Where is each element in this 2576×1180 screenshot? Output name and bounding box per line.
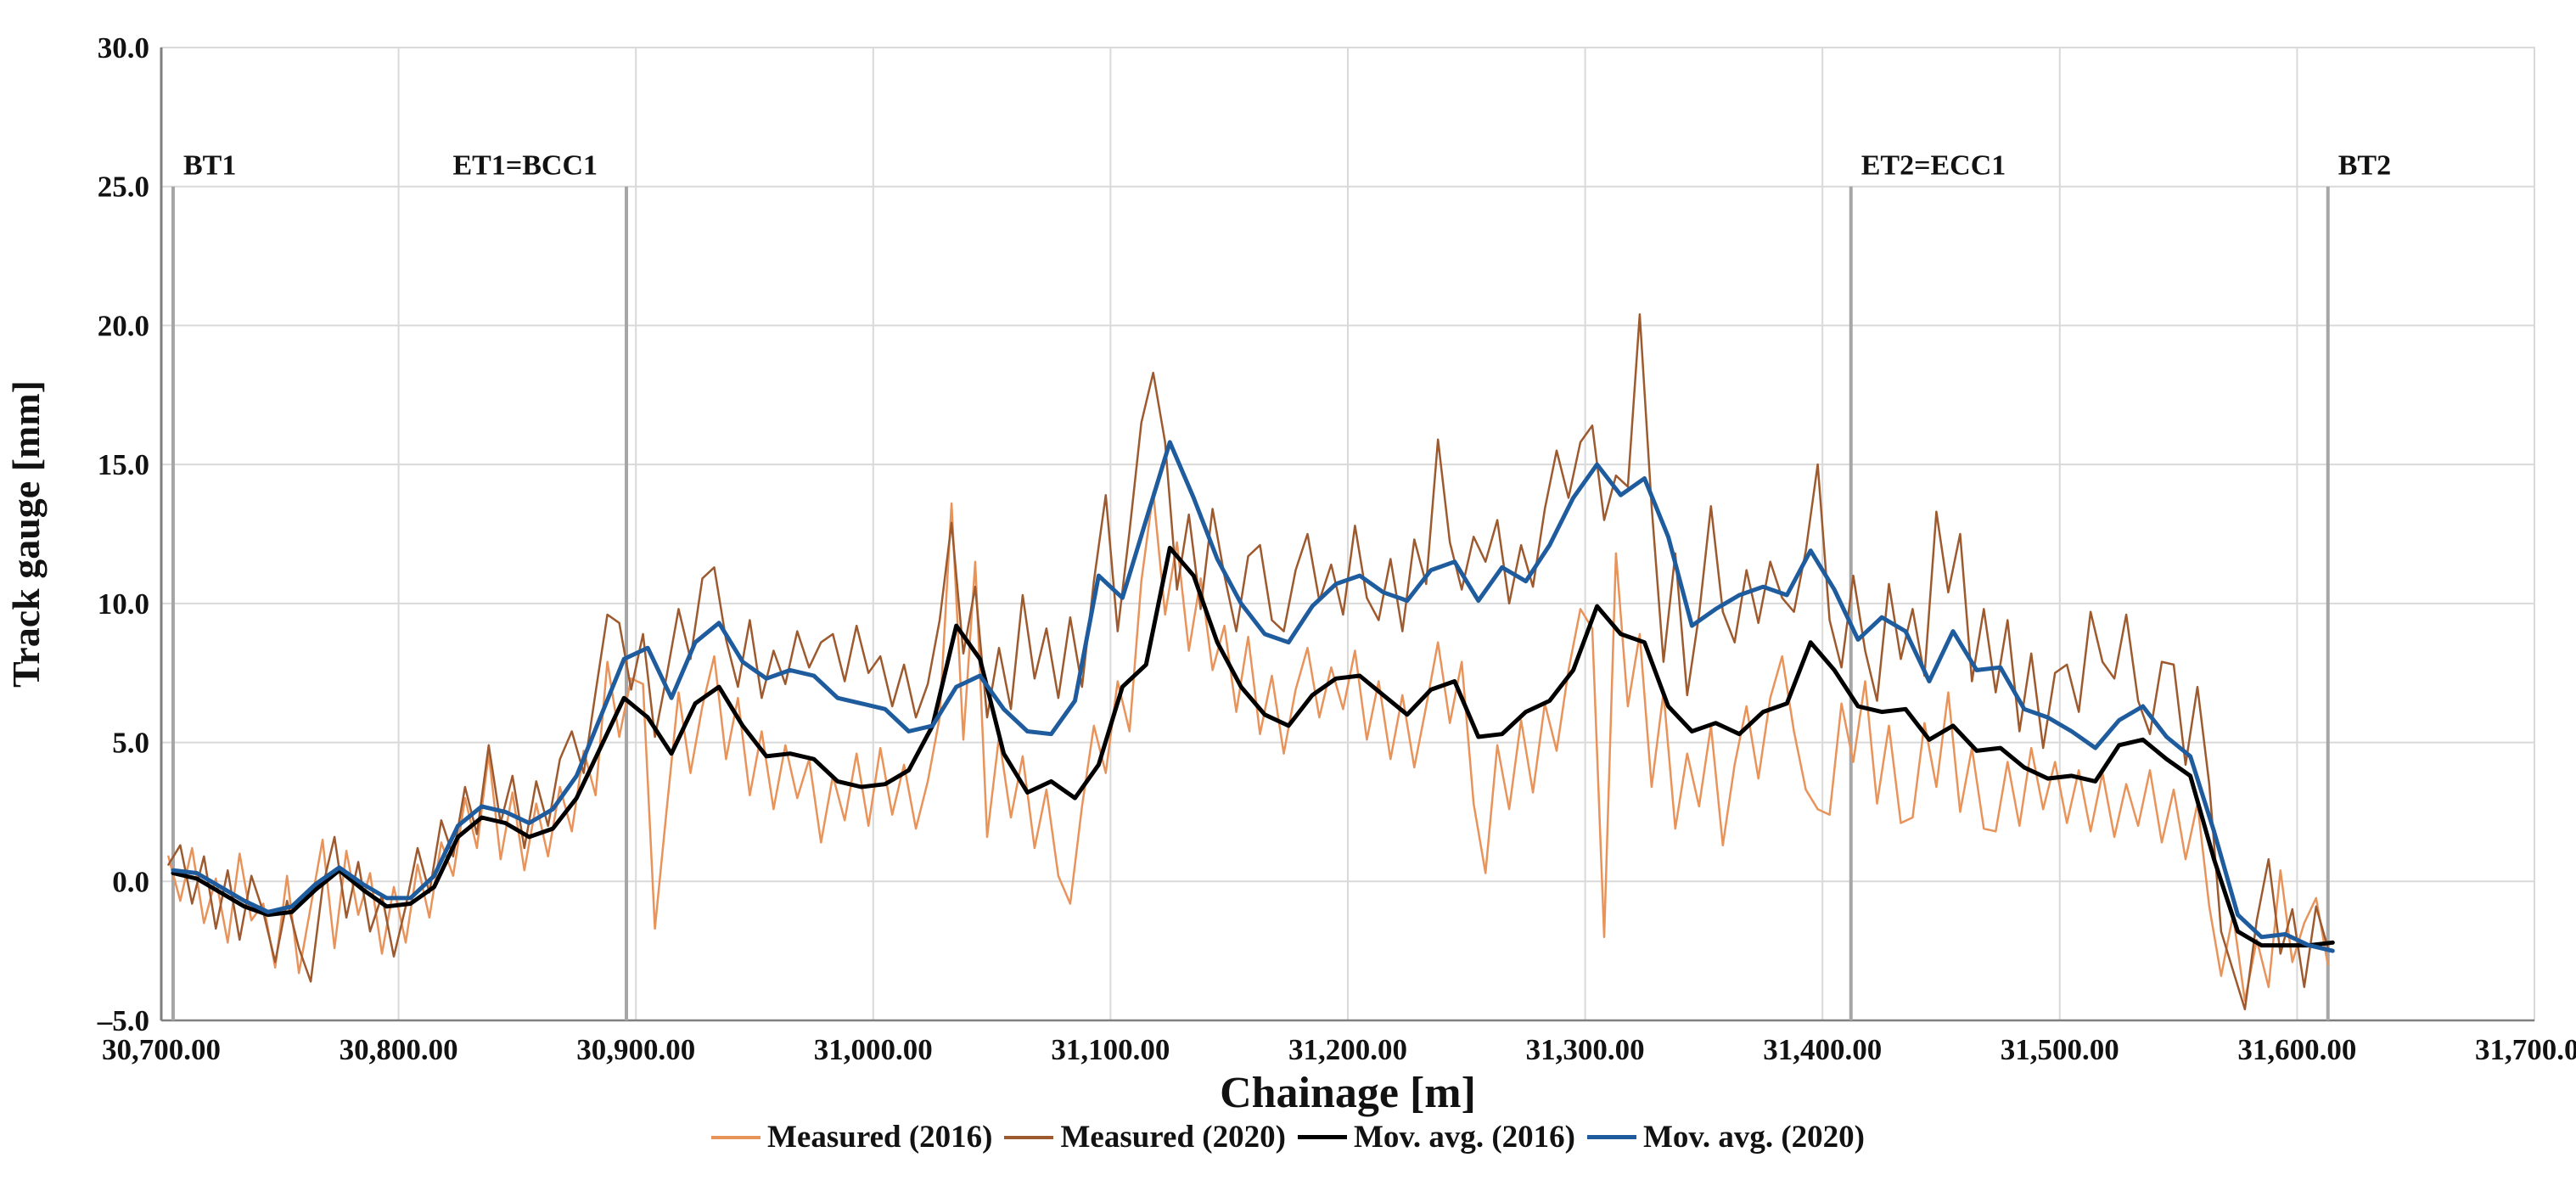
legend-label: Measured (2016) (767, 1120, 993, 1155)
legend-swatch-movavg-2016 (1297, 1135, 1347, 1139)
legend-item-measured-2020: Measured (2020) (1004, 1119, 1286, 1155)
y-tick-label: 5.0 (112, 727, 149, 760)
y-axis-title: Track gauge [mm] (4, 380, 48, 688)
legend-item-movavg-2020: Mov. avg. (2020) (1586, 1119, 1865, 1155)
y-tick-label: 20.0 (98, 309, 149, 342)
x-tick-label: 31,600.00 (2237, 1033, 2356, 1066)
y-tick-label: 30.0 (98, 31, 149, 65)
x-tick-label: 30,800.00 (340, 1033, 458, 1066)
marker-label: ET2=ECC1 (1861, 150, 2006, 182)
x-tick-label: 30,900.00 (576, 1033, 695, 1066)
legend-swatch-measured-2020 (1004, 1135, 1054, 1139)
y-tick-label: 15.0 (98, 448, 149, 481)
series-line-mov-avg-2016 (171, 545, 2335, 948)
x-tick-label: 31,100.00 (1051, 1033, 1170, 1066)
legend-swatch-movavg-2020 (1586, 1135, 1636, 1139)
series-line-mov-avg-2020 (171, 440, 2335, 953)
x-axis-title: Chainage [m] (1220, 1069, 1476, 1117)
legend-item-measured-2016: Measured (2016) (711, 1119, 992, 1155)
chart-legend: Measured (2016) Measured (2020) Mov. avg… (0, 1119, 2576, 1155)
legend-swatch-measured-2016 (711, 1135, 760, 1139)
x-tick-label: 31,200.00 (1288, 1033, 1407, 1066)
legend-label: Measured (2020) (1060, 1120, 1286, 1155)
series-line-measured-2020 (167, 313, 2329, 1011)
x-tick-label: 31,400.00 (1763, 1033, 1882, 1066)
legend-item-movavg-2016: Mov. avg. (2016) (1297, 1119, 1575, 1155)
x-tick-label: 31,500.00 (2001, 1033, 2119, 1066)
y-tick-label: 25.0 (98, 171, 149, 204)
y-tick-label: 0.0 (112, 865, 149, 898)
y-tick-label: 10.0 (98, 587, 149, 621)
x-tick-label: 31,000.00 (814, 1033, 933, 1066)
legend-label: Mov. avg. (2016) (1353, 1120, 1575, 1155)
marker-label: ET1=BCC1 (453, 150, 598, 182)
x-tick-label: 31,300.00 (1526, 1033, 1645, 1066)
x-tick-label: 30,700.00 (102, 1033, 221, 1066)
marker-label: BT1 (183, 150, 236, 182)
series-line-measured-2016 (167, 491, 2329, 1003)
x-tick-label: 31,700.00 (2475, 1033, 2576, 1066)
legend-label: Mov. avg. (2020) (1642, 1120, 1865, 1155)
y-tick-label: –5.0 (97, 1004, 149, 1037)
marker-label: BT2 (2338, 150, 2391, 182)
